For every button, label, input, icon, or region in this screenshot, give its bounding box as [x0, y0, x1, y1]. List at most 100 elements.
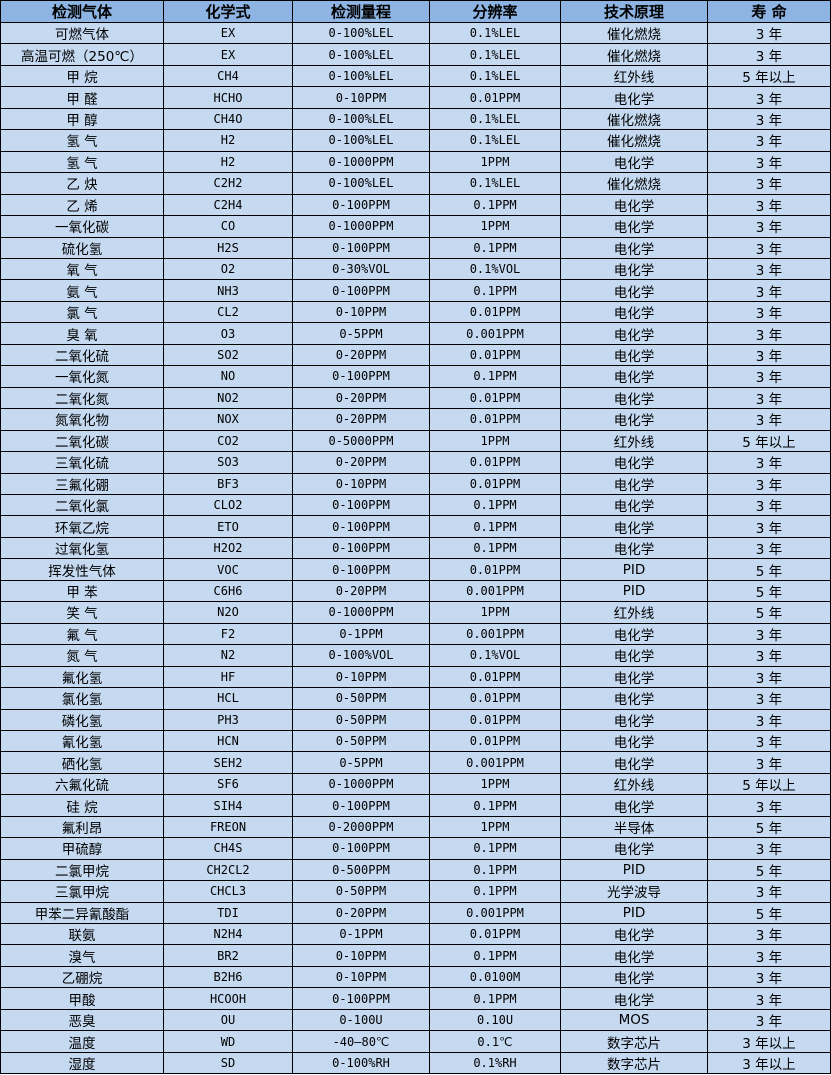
cell-resolution: 0.01PPM: [429, 408, 561, 431]
table-row: 甲 醇 CH4O 0-100%LEL 0.1%LEL 催化燃烧 3 年: [0, 107, 831, 131]
cell-range: 0-1PPM: [292, 622, 430, 646]
cell-formula: N2: [163, 644, 293, 667]
cell-resolution: 0.1PPM: [429, 837, 561, 860]
cell-principle: 电化学: [560, 257, 708, 281]
table-row: 二氧化硫 SO2 0-20PPM 0.01PPM 电化学 3 年: [0, 343, 831, 367]
table-row: 一氧化碳 CO 0-1000PPM 1PPM 电化学 3 年: [0, 215, 831, 238]
cell-principle: 电化学: [560, 300, 708, 324]
cell-lifetime: 3 年: [707, 987, 831, 1010]
cell-principle: 催化燃烧: [560, 21, 708, 45]
cell-range: 0-20PPM: [292, 451, 430, 474]
cell-range: 0-100%LEL: [292, 172, 430, 195]
cell-lifetime: 3 年: [707, 215, 831, 238]
cell-range: 0-20PPM: [292, 579, 430, 603]
cell-range: 0-30%VOL: [292, 257, 430, 281]
cell-resolution: 1PPM: [429, 815, 561, 839]
cell-principle: 电化学: [560, 536, 708, 560]
cell-range: 0-10PPM: [292, 665, 430, 689]
cell-lifetime: 3 年: [707, 172, 831, 195]
cell-range: 0-100PPM: [292, 558, 430, 581]
cell-range: 0-100%LEL: [292, 129, 430, 152]
cell-gas: 二氯甲烷: [0, 858, 164, 882]
cell-lifetime: 3 年: [707, 21, 831, 45]
cell-gas: 二氧化氮: [0, 386, 164, 410]
cell-lifetime: 3 年: [707, 644, 831, 667]
cell-gas: 三氯甲烷: [0, 880, 164, 903]
table-row: 高温可燃（250℃） EX 0-100%LEL 0.1%LEL 催化燃烧 3 年: [0, 43, 831, 66]
cell-principle: 电化学: [560, 408, 708, 431]
cell-formula: ETO: [163, 515, 293, 538]
cell-range: -40—80℃: [292, 1030, 430, 1053]
cell-principle: 电化学: [560, 923, 708, 946]
header-row: 检测气体 化学式 检测量程 分辨率 技术原理寿 命: [0, 0, 831, 23]
cell-principle: 电化学: [560, 451, 708, 474]
cell-gas: 氨 气: [0, 279, 164, 302]
cell-resolution: 0.1PPM: [429, 365, 561, 388]
cell-principle: MOS: [560, 1008, 708, 1032]
cell-formula: EX: [163, 43, 293, 66]
cell-principle: 电化学: [560, 493, 708, 517]
cell-resolution: 0.1%VOL: [429, 644, 561, 667]
cell-formula: O3: [163, 322, 293, 345]
cell-resolution: 0.01PPM: [429, 300, 561, 324]
cell-lifetime: 5 年: [707, 901, 831, 925]
cell-gas: 温度: [0, 1030, 164, 1053]
cell-gas: 氟化氢: [0, 665, 164, 689]
cell-lifetime: 3 年: [707, 386, 831, 410]
cell-formula: WD: [163, 1030, 293, 1053]
cell-range: 0-100%LEL: [292, 64, 430, 88]
cell-range: 0-1000PPM: [292, 601, 430, 624]
cell-lifetime: 5 年: [707, 579, 831, 603]
cell-lifetime: 5 年: [707, 601, 831, 624]
cell-resolution: 0.01PPM: [429, 558, 561, 581]
table-row: 氰化氢 HCN 0-50PPM 0.01PPM 电化学 3 年: [0, 729, 831, 753]
cell-gas: 湿度: [0, 1051, 164, 1075]
cell-formula: TDI: [163, 901, 293, 925]
cell-formula: H2: [163, 129, 293, 152]
cell-resolution: 0.001PPM: [429, 901, 561, 925]
cell-formula: CO2: [163, 429, 293, 453]
cell-principle: 电化学: [560, 386, 708, 410]
cell-formula: NH3: [163, 279, 293, 302]
cell-resolution: 0.1PPM: [429, 880, 561, 903]
cell-range: 0-100%RH: [292, 1051, 430, 1075]
cell-formula: SO3: [163, 451, 293, 474]
cell-gas: 氢 气: [0, 150, 164, 174]
cell-range: 0-100PPM: [292, 365, 430, 388]
cell-principle: 电化学: [560, 622, 708, 646]
cell-lifetime: 3 年: [707, 794, 831, 817]
cell-gas: 氯化氢: [0, 687, 164, 710]
cell-range: 0-100PPM: [292, 987, 430, 1010]
cell-formula: CL2: [163, 300, 293, 324]
cell-principle: 催化燃烧: [560, 107, 708, 131]
cell-formula: C2H4: [163, 193, 293, 217]
cell-formula: BR2: [163, 944, 293, 967]
cell-range: 0-10PPM: [292, 300, 430, 324]
cell-resolution: 1PPM: [429, 601, 561, 624]
cell-range: 0-100PPM: [292, 279, 430, 302]
cell-range: 0-100%VOL: [292, 644, 430, 667]
cell-formula: FREON: [163, 815, 293, 839]
cell-principle: 催化燃烧: [560, 43, 708, 66]
table-row: 硒化氢 SEH2 0-5PPM 0.001PPM 电化学 3 年: [0, 751, 831, 774]
cell-lifetime: 3 年: [707, 322, 831, 345]
cell-lifetime: 3 年: [707, 43, 831, 66]
column-header-lifetime: 寿 命: [707, 0, 831, 23]
cell-range: 0-50PPM: [292, 880, 430, 903]
table-row: 湿度 SD 0-100%RH 0.1%RH 数字芯片 3 年以上: [0, 1051, 831, 1075]
table-row: 乙 炔 C2H2 0-100%LEL 0.1%LEL 催化燃烧 3 年: [0, 172, 831, 195]
cell-formula: SO2: [163, 343, 293, 367]
cell-resolution: 0.001PPM: [429, 322, 561, 345]
cell-lifetime: 3 年: [707, 472, 831, 495]
cell-gas: 氟利昂: [0, 815, 164, 839]
cell-lifetime: 3 年: [707, 1008, 831, 1032]
cell-range: 0-100PPM: [292, 794, 430, 817]
cell-formula: F2: [163, 622, 293, 646]
cell-gas: 环氧乙烷: [0, 515, 164, 538]
cell-range: 0-100%LEL: [292, 21, 430, 45]
cell-resolution: 0.001PPM: [429, 579, 561, 603]
cell-principle: 电化学: [560, 365, 708, 388]
cell-formula: H2O2: [163, 536, 293, 560]
cell-resolution: 0.1%LEL: [429, 129, 561, 152]
cell-lifetime: 3 年: [707, 515, 831, 538]
